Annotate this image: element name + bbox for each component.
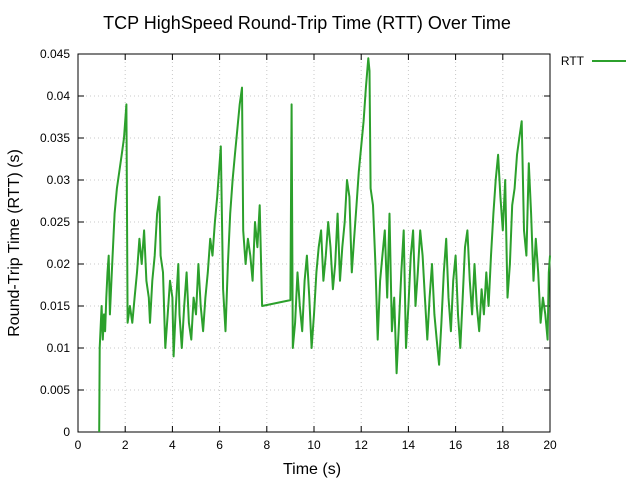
- legend: RTT: [561, 54, 626, 68]
- x-tick-label: 20: [543, 438, 557, 452]
- y-tick-label: 0.045: [40, 47, 70, 61]
- y-tick-label: 0.03: [47, 173, 71, 187]
- x-tick-label: 10: [307, 438, 321, 452]
- y-axis-label: Round-Trip Time (RTT) (s): [6, 149, 23, 337]
- y-tick-label: 0.015: [40, 299, 70, 313]
- x-tick-label: 6: [216, 438, 223, 452]
- axis-ticks: 0 2 4 6 8 10 12 14 16 18 20 0 0.005 0.01 0.015 0.02 0.02…: [40, 47, 557, 452]
- y-tick-label: 0.01: [47, 341, 71, 355]
- x-tick-label: 4: [169, 438, 176, 452]
- series-line-rtt: [98, 57, 551, 433]
- x-tick-label: 16: [449, 438, 463, 452]
- y-tick-label: 0.04: [47, 89, 71, 103]
- x-tick-label: 0: [75, 438, 82, 452]
- x-tick-label: 18: [496, 438, 510, 452]
- legend-label-rtt: RTT: [561, 54, 585, 68]
- y-tick-label: 0: [63, 425, 70, 439]
- chart-title: TCP HighSpeed Round-Trip Time (RTT) Over…: [103, 13, 511, 33]
- y-tick-label: 0.005: [40, 383, 70, 397]
- y-tick-label: 0.035: [40, 131, 70, 145]
- y-tick-label: 0.02: [47, 257, 71, 271]
- x-tick-label: 14: [402, 438, 416, 452]
- grid: [78, 54, 550, 432]
- x-tick-label: 12: [355, 438, 369, 452]
- y-tick-label: 0.025: [40, 215, 70, 229]
- x-tick-label: 8: [263, 438, 270, 452]
- series-layer: [98, 57, 551, 433]
- x-tick-label: 2: [122, 438, 129, 452]
- x-axis-label: Time (s): [283, 461, 341, 478]
